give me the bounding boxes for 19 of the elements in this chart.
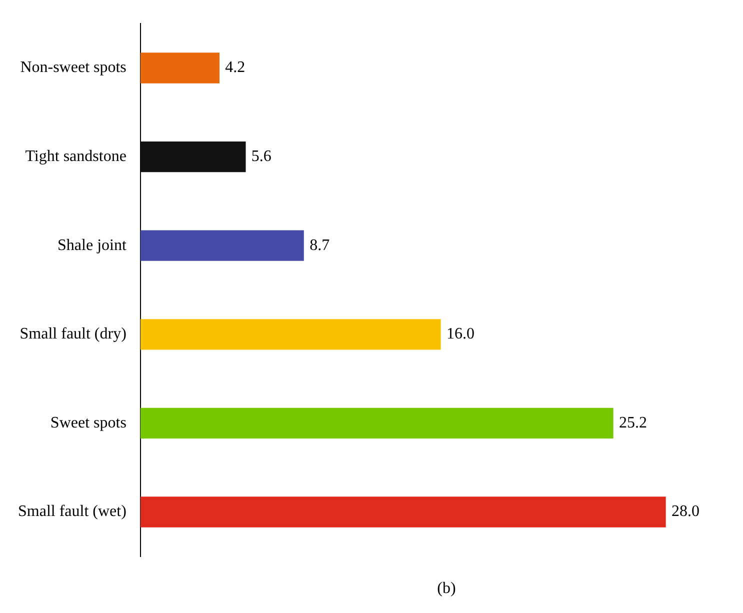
bar	[140, 52, 220, 84]
bar	[140, 319, 441, 350]
text: (b)	[436, 580, 457, 598]
data-label: 8.7	[310, 236, 330, 254]
y-tick-label: Non-sweet spots	[20, 59, 126, 76]
bar	[140, 408, 614, 439]
y-tick-label: Small fault (dry)	[20, 326, 126, 343]
bar	[140, 496, 666, 528]
y-tick-label: Sweet spots	[50, 414, 126, 432]
y-tick-label: Tight sandstone	[25, 148, 126, 166]
y-tick-label: Shale joint	[58, 236, 127, 254]
data-label: 28.0	[671, 503, 700, 520]
y-tick-label: Small fault (wet)	[18, 503, 126, 520]
data-label: 16.0	[446, 326, 474, 343]
data-label: 4.2	[225, 59, 246, 76]
data-label: 25.2	[618, 414, 647, 432]
data-label: 5.6	[251, 148, 272, 166]
bar	[140, 141, 246, 172]
bar	[140, 230, 304, 261]
